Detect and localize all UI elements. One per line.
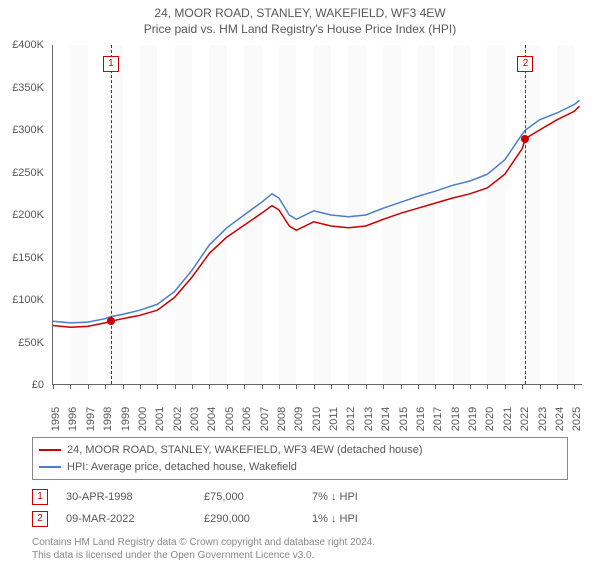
y-tick-label: £150K — [12, 252, 44, 264]
x-tick-label: 2013 — [363, 407, 375, 431]
y-tick-label: £350K — [12, 82, 44, 94]
x-tick-label: 2004 — [206, 407, 218, 431]
y-tick-label: £0 — [32, 379, 44, 391]
chart-titles: 24, MOOR ROAD, STANLEY, WAKEFIELD, WF3 4… — [0, 0, 600, 37]
x-tick-label: 2010 — [311, 407, 323, 431]
x-axis-labels: 1995 1996 1997 1998 1999 2000 2001 2002 2003 2004… — [52, 387, 582, 437]
x-tick-label: 2005 — [224, 407, 236, 431]
transaction-row: 2 09-MAR-2022 £290,000 1% ↓ HPI — [32, 508, 568, 530]
transaction-date: 09-MAR-2022 — [66, 513, 186, 525]
marker-vline — [525, 45, 526, 384]
chart-subtitle: Price paid vs. HM Land Registry's House … — [0, 22, 600, 38]
x-tick-label: 2023 — [537, 407, 549, 431]
legend-swatch — [39, 449, 61, 451]
x-tick-label: 2019 — [467, 407, 479, 431]
transaction-price: £290,000 — [204, 513, 294, 525]
x-tick-label: 2008 — [276, 407, 288, 431]
y-axis-labels: £0 £50K £100K £150K £200K £250K £300K £350K £400… — [0, 37, 48, 437]
transaction-price: £75,000 — [204, 491, 294, 503]
legend-label: HPI: Average price, detached house, Wake… — [67, 459, 297, 476]
marker-number: 2 — [517, 56, 533, 72]
transactions-table: 1 30-APR-1998 £75,000 7% ↓ HPI 2 09-MAR-2022 £… — [32, 486, 568, 530]
license-text: Contains HM Land Registry data © Crown c… — [32, 536, 568, 562]
x-tick-label: 2017 — [432, 407, 444, 431]
chart-area: £0 £50K £100K £150K £200K £250K £300K £350K £400… — [0, 37, 600, 437]
x-tick-label: 2000 — [137, 407, 149, 431]
transaction-diff: 1% ↓ HPI — [312, 513, 412, 525]
x-tick-label: 2021 — [502, 407, 514, 431]
transaction-row: 1 30-APR-1998 £75,000 7% ↓ HPI — [32, 486, 568, 508]
x-tick-label: 2025 — [571, 407, 583, 431]
transaction-marker: 2 — [32, 511, 48, 527]
x-tick-label: 2003 — [189, 407, 201, 431]
y-tick-label: £400K — [12, 39, 44, 51]
price-chart-panel: 24, MOOR ROAD, STANLEY, WAKEFIELD, WF3 4… — [0, 0, 600, 560]
y-tick-label: £300K — [12, 124, 44, 136]
x-tick-label: 2009 — [293, 407, 305, 431]
series-line-property — [53, 106, 580, 327]
x-tick-label: 2001 — [154, 407, 166, 431]
marker-dot — [521, 135, 529, 143]
series-line-hpi — [53, 100, 580, 323]
license-line-2: This data is licensed under the Open Gov… — [32, 549, 568, 562]
plot-area: 12 — [52, 45, 582, 385]
x-tick-label: 2011 — [328, 407, 340, 431]
x-tick-label: 2022 — [519, 407, 531, 431]
x-tick-label: 2007 — [259, 407, 271, 431]
x-tick-label: 2006 — [241, 407, 253, 431]
transaction-diff: 7% ↓ HPI — [312, 491, 412, 503]
x-tick-label: 1995 — [50, 407, 62, 431]
y-tick-label: £50K — [18, 337, 44, 349]
y-tick-label: £250K — [12, 167, 44, 179]
x-tick-label: 2012 — [345, 407, 357, 431]
y-tick-label: £100K — [12, 294, 44, 306]
x-tick-label: 2015 — [398, 407, 410, 431]
x-tick-label: 1999 — [120, 407, 132, 431]
x-tick-label: 2018 — [450, 407, 462, 431]
x-tick-label: 2020 — [484, 407, 496, 431]
x-tick-label: 2014 — [380, 407, 392, 431]
x-tick-label: 1998 — [102, 407, 114, 431]
x-tick-label: 1996 — [67, 407, 79, 431]
license-line-1: Contains HM Land Registry data © Crown c… — [32, 536, 568, 549]
marker-vline — [111, 45, 112, 384]
legend-item: HPI: Average price, detached house, Wake… — [39, 459, 561, 476]
legend-label: 24, MOOR ROAD, STANLEY, WAKEFIELD, WF3 4… — [67, 442, 423, 459]
marker-number: 1 — [103, 56, 119, 72]
address-title: 24, MOOR ROAD, STANLEY, WAKEFIELD, WF3 4… — [0, 6, 600, 22]
transaction-marker: 1 — [32, 489, 48, 505]
y-tick-label: £200K — [12, 209, 44, 221]
x-tick-label: 2002 — [172, 407, 184, 431]
transaction-date: 30-APR-1998 — [66, 491, 186, 503]
x-tick-label: 2016 — [415, 407, 427, 431]
x-tick-label: 2024 — [554, 407, 566, 431]
marker-dot — [107, 317, 115, 325]
legend-item: 24, MOOR ROAD, STANLEY, WAKEFIELD, WF3 4… — [39, 442, 561, 459]
x-tick-label: 1997 — [85, 407, 97, 431]
chart-legend: 24, MOOR ROAD, STANLEY, WAKEFIELD, WF3 4… — [32, 437, 568, 480]
legend-swatch — [39, 466, 61, 468]
